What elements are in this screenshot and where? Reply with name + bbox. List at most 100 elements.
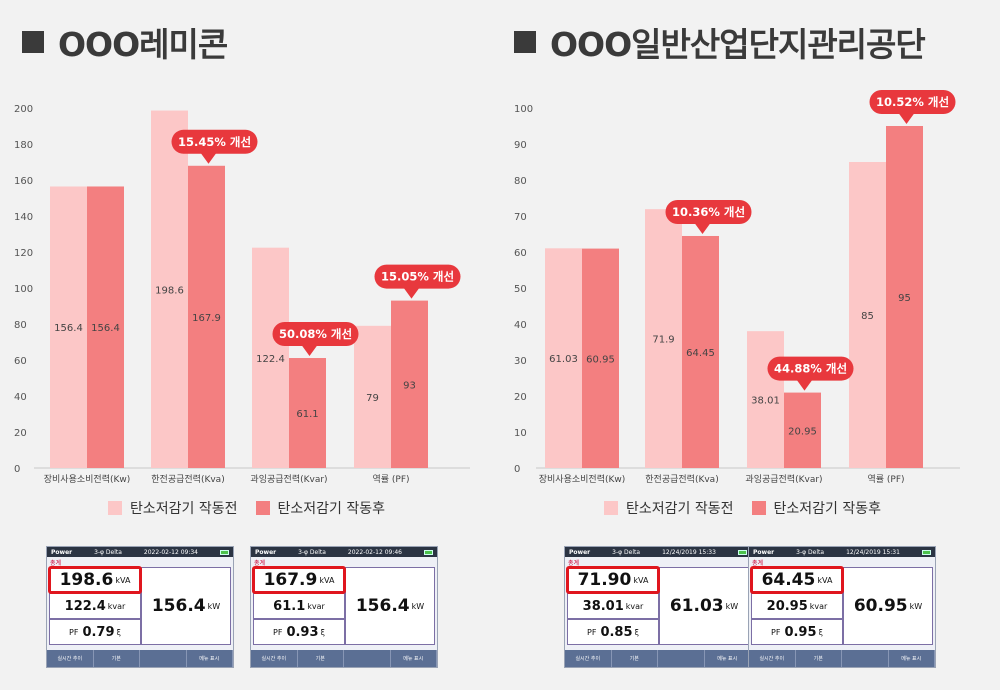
kw-unit: kW [411, 601, 425, 611]
legend-swatch-after [255, 501, 270, 515]
callout-text: 44.88% 개선 [774, 362, 847, 376]
y-tick-label-5: 50 [514, 284, 527, 295]
bar-before-1 [645, 209, 682, 468]
data-label-after-3: 95 [898, 293, 911, 304]
right-heading: OOO일반산업단지관리공단 [514, 18, 926, 66]
data-label-before-3: 85 [861, 311, 874, 322]
callout-pointer [694, 222, 711, 234]
bar-after-3 [886, 126, 923, 468]
meter-mode: 3-φ Delta [94, 548, 122, 556]
meter-tag: 총계 [50, 560, 62, 567]
data-label-before-2: 38.01 [751, 396, 780, 407]
meter-tag: 총계 [568, 560, 580, 567]
pf-reading: PF 0.95 ξ [751, 619, 843, 645]
battery-icon [921, 549, 931, 555]
y-tick-label-0: 0 [14, 464, 20, 475]
kvar-unit: kvar [307, 601, 325, 611]
meter-soft-key-2 [842, 650, 889, 667]
bar-after-1 [682, 235, 719, 468]
meter-soft-key-0: 실시간 추이 [749, 650, 796, 667]
callout-bubble [374, 264, 461, 289]
legend-item-after: 탄소저감기 작동후 [255, 498, 386, 518]
y-tick-label-10: 200 [14, 104, 33, 115]
kva-unit: kVA [319, 575, 335, 585]
callout-pointer [200, 152, 217, 164]
callout-bubble [869, 90, 956, 114]
bar-before-2 [747, 331, 784, 468]
y-tick-label-6: 60 [514, 248, 527, 259]
kva-unit: kVA [633, 575, 649, 585]
meter-readings: 198.6 kVA 122.4 kvar PF 0.79 ξ 156.4 kW [48, 566, 231, 647]
bar-after-3 [391, 300, 428, 468]
data-label-before-1: 71.9 [652, 335, 674, 346]
x-tick-label-3: 역률 (PF) [867, 474, 904, 485]
data-label-before-1: 198.6 [155, 285, 184, 296]
callout-text: 15.45% 개선 [178, 135, 251, 149]
y-tick-label-7: 140 [14, 212, 33, 223]
kw-unit: kW [909, 601, 923, 611]
y-tick-label-8: 80 [514, 176, 527, 187]
legend-item-before: 탄소저감기 작동전 [108, 498, 238, 518]
bar-after-0 [87, 186, 124, 469]
data-label-before-2: 122.4 [256, 354, 285, 365]
meter-readings: 64.45 kVA 20.95 kvar PF 0.95 ξ 60.95 kW [750, 566, 933, 647]
meter-soft-key-3: 메뉴 표시 [187, 650, 233, 667]
callout-bubble [171, 129, 258, 154]
left-bar-chart: 0 20 40 60 80 100 120 140 160 180 200 156.4 156.4 장비사… [14, 104, 470, 485]
data-label-before-0: 156.4 [54, 323, 83, 334]
data-label-after-1: 64.45 [686, 348, 715, 359]
y-tick-label-2: 20 [514, 392, 527, 403]
meter-title: Power [569, 548, 591, 556]
pf-unit: ξ [320, 627, 325, 637]
improvement-callout-0: 15.45% 개선 [171, 129, 258, 164]
legend-swatch-before [108, 501, 122, 515]
bar-after-2 [289, 358, 326, 468]
y-tick-label-8: 160 [14, 176, 33, 187]
kw-reading: 60.95 kW [843, 567, 933, 645]
y-tick-label-2: 40 [14, 392, 27, 403]
meter-screen-before: Power 3-φ Delta 2022-02-12 09:34 총계 198.… [46, 546, 234, 668]
meter-soft-key-1: 기본 [612, 650, 658, 667]
data-label-before-3: 79 [366, 393, 379, 404]
meter-soft-key-3: 메뉴 표시 [705, 650, 751, 667]
meter-time: 2022-02-12 09:34 [143, 548, 198, 556]
pf-reading: PF 0.79 ξ [49, 619, 141, 645]
y-tick-label-10: 100 [514, 104, 533, 115]
data-label-after-2: 20.95 [788, 426, 817, 437]
kva-unit: kVA [115, 575, 131, 585]
bar-before-0 [545, 248, 582, 468]
meter-mode: 3-φ Delta [796, 548, 825, 556]
meter-title: Power [51, 548, 73, 556]
legend-item-before: 탄소저감기 작동전 [604, 498, 734, 518]
pf-unit: ξ [116, 627, 121, 637]
callout-bubble [665, 199, 752, 224]
meter-soft-key-3: 메뉴 표시 [889, 650, 935, 667]
bar-before-3 [354, 325, 391, 468]
legend-item-after: 탄소저감기 작동후 [751, 498, 882, 518]
bar-after-0 [582, 248, 619, 468]
legend-label-after: 탄소저감기 작동후 [773, 501, 882, 517]
x-tick-label-2: 과잉공급전력(Kvar) [745, 473, 822, 485]
kva-highlight-box [252, 566, 346, 594]
legend-label-after: 탄소저감기 작동후 [277, 501, 386, 517]
meter-screen-after: Power 3-φ Delta 12/24/2019 15:31 총계 64.4… [748, 546, 936, 668]
right-legend: 탄소저감기 작동전 탄소저감기 작동후 [604, 498, 899, 518]
meter-soft-key-2 [658, 650, 705, 667]
meter-title-bar: Power 3-φ Delta 2022-02-12 09:34 [47, 547, 233, 557]
kvar-unit: kvar [625, 601, 644, 611]
kvar-reading: 61.1 kvar [253, 593, 345, 619]
meter-tag: 총계 [752, 560, 764, 567]
data-label-after-1: 167.9 [192, 313, 221, 324]
pf-unit: ξ [634, 627, 639, 637]
callout-text: 50.08% 개선 [279, 327, 352, 341]
kw-reading: 156.4 kW [345, 567, 435, 645]
callout-text: 10.36% 개선 [672, 205, 745, 219]
bar-before-0 [50, 186, 87, 469]
meter-title-bar: Power 3-φ Delta 12/24/2019 15:31 [749, 547, 935, 557]
bar-before-3 [849, 162, 886, 468]
callout-pointer [403, 287, 420, 299]
square-bullet-icon [514, 31, 536, 53]
kw-unit: kW [725, 601, 739, 611]
legend-swatch-after [751, 501, 766, 515]
y-tick-label-7: 70 [514, 212, 527, 223]
